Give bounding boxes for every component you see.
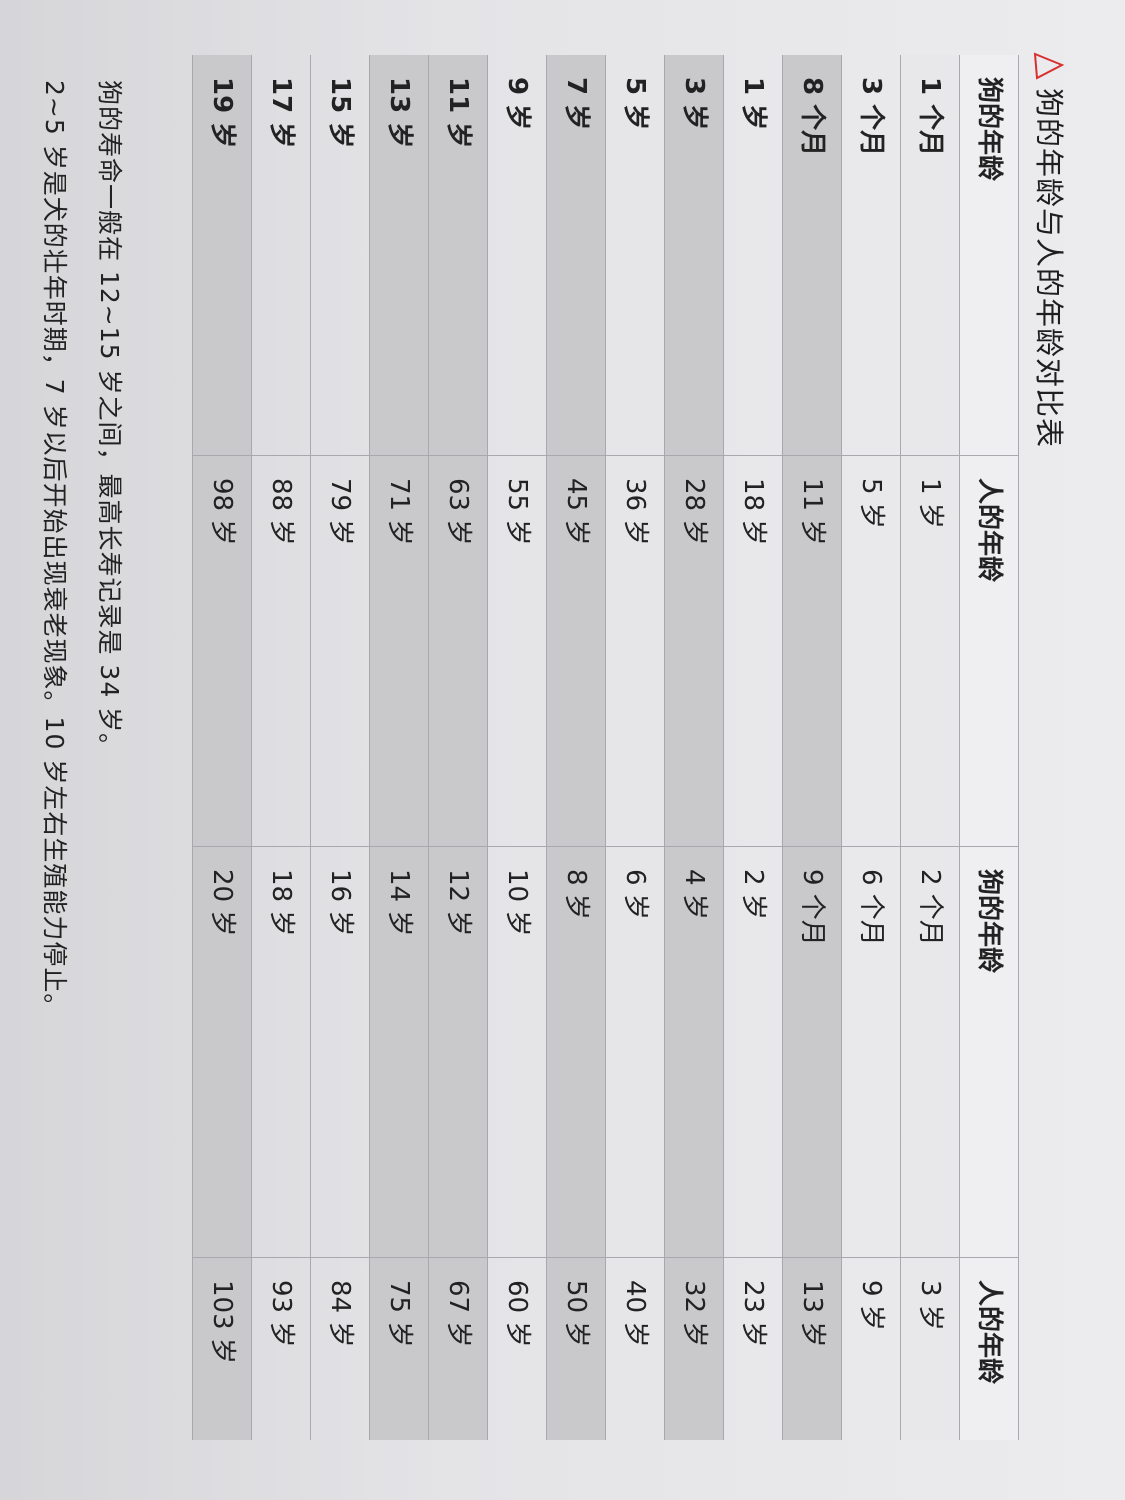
table-row: 15 岁 79 岁 16 岁 84 岁 — [310, 55, 370, 1440]
human-age-cell: 75 岁 — [369, 1257, 429, 1440]
footnote-lifespan: 狗的寿命一般在 12~15 岁之间，最高长寿记录是 34 岁。 — [95, 80, 124, 760]
table-header-row: 狗的年龄 人的年龄 狗的年龄 人的年龄 — [959, 55, 1019, 1440]
header-cell: 人的年龄 — [959, 455, 1019, 847]
human-age-cell: 1 岁 — [900, 455, 960, 847]
dog-age-cell: 6 个月 — [841, 846, 901, 1258]
dog-age-cell: 13 岁 — [369, 55, 429, 456]
human-age-cell: 103 岁 — [192, 1257, 252, 1440]
dog-age-cell: 16 岁 — [310, 846, 370, 1258]
dog-age-cell: 8 岁 — [546, 846, 606, 1258]
human-age-cell: 32 岁 — [664, 1257, 724, 1440]
dog-age-cell: 2 个月 — [900, 846, 960, 1258]
dog-age-cell: 3 个月 — [841, 55, 901, 456]
human-age-cell: 40 岁 — [605, 1257, 665, 1440]
dog-age-cell: 8 个月 — [782, 55, 842, 456]
dog-age-cell: 1 岁 — [723, 55, 783, 456]
human-age-cell: 9 岁 — [841, 1257, 901, 1440]
header-cell: 狗的年龄 — [959, 846, 1019, 1258]
human-age-cell: 67 岁 — [428, 1257, 488, 1440]
human-age-cell: 60 岁 — [487, 1257, 547, 1440]
dog-age-cell: 19 岁 — [192, 55, 252, 456]
human-age-cell: 88 岁 — [251, 455, 311, 847]
human-age-cell: 84 岁 — [310, 1257, 370, 1440]
dog-age-cell: 7 岁 — [546, 55, 606, 456]
dog-age-cell: 6 岁 — [605, 846, 665, 1258]
dog-age-cell: 20 岁 — [192, 846, 252, 1258]
dog-age-cell: 14 岁 — [369, 846, 429, 1258]
human-age-cell: 93 岁 — [251, 1257, 311, 1440]
dog-age-cell: 4 岁 — [664, 846, 724, 1258]
human-age-cell: 18 岁 — [723, 455, 783, 847]
table-row: 17 岁 88 岁 18 岁 93 岁 — [251, 55, 311, 1440]
human-age-cell: 5 岁 — [841, 455, 901, 847]
dog-age-cell: 9 岁 — [487, 55, 547, 456]
human-age-cell: 28 岁 — [664, 455, 724, 847]
table-title: 狗的年龄与人的年龄对比表 — [1032, 88, 1066, 449]
dog-age-cell: 5 岁 — [605, 55, 665, 456]
header-cell: 狗的年龄 — [959, 55, 1019, 456]
dog-age-cell: 2 岁 — [723, 846, 783, 1258]
table-row: 11 岁 63 岁 12 岁 67 岁 — [428, 55, 488, 1440]
dog-age-cell: 12 岁 — [428, 846, 488, 1258]
human-age-cell: 36 岁 — [605, 455, 665, 847]
table-row: 19 岁 98 岁 20 岁 103 岁 — [192, 55, 252, 1440]
human-age-cell: 13 岁 — [782, 1257, 842, 1440]
human-age-cell: 63 岁 — [428, 455, 488, 847]
human-age-cell: 55 岁 — [487, 455, 547, 847]
human-age-cell: 79 岁 — [310, 455, 370, 847]
table-row: 9 岁 55 岁 10 岁 60 岁 — [487, 55, 547, 1440]
dog-age-cell: 1 个月 — [900, 55, 960, 456]
human-age-cell: 71 岁 — [369, 455, 429, 847]
human-age-cell: 11 岁 — [782, 455, 842, 847]
dog-age-cell: 11 岁 — [428, 55, 488, 456]
human-age-cell: 50 岁 — [546, 1257, 606, 1440]
human-age-cell: 98 岁 — [192, 455, 252, 847]
dog-age-cell: 10 岁 — [487, 846, 547, 1258]
dog-age-cell: 18 岁 — [251, 846, 311, 1258]
dog-age-cell: 15 岁 — [310, 55, 370, 456]
red-triangle-mark-icon — [1033, 52, 1065, 80]
dog-age-cell: 9 个月 — [782, 846, 842, 1258]
human-age-cell: 3 岁 — [900, 1257, 960, 1440]
dog-age-cell: 3 岁 — [664, 55, 724, 456]
footnote-prime-age: 2~5 岁是犬的壮年时期，7 岁以后开始出现衰老现象。10 岁左右生殖能力停止。 — [40, 80, 69, 1020]
header-cell: 人的年龄 — [959, 1257, 1019, 1440]
table-row: 13 岁 71 岁 14 岁 75 岁 — [369, 55, 429, 1440]
dog-age-cell: 17 岁 — [251, 55, 311, 456]
human-age-cell: 23 岁 — [723, 1257, 783, 1440]
human-age-cell: 45 岁 — [546, 455, 606, 847]
